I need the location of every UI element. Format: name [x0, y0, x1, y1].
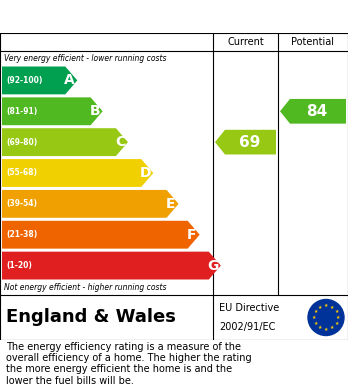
Polygon shape — [2, 190, 179, 218]
Circle shape — [308, 300, 344, 335]
Text: overall efficiency of a home. The higher the rating: overall efficiency of a home. The higher… — [6, 353, 252, 363]
Text: D: D — [140, 166, 151, 180]
Text: C: C — [115, 135, 125, 149]
Polygon shape — [280, 99, 346, 124]
Polygon shape — [2, 66, 77, 94]
Text: (1-20): (1-20) — [6, 261, 32, 270]
Text: Not energy efficient - higher running costs: Not energy efficient - higher running co… — [4, 283, 166, 292]
Text: Potential: Potential — [292, 37, 334, 47]
Text: (55-68): (55-68) — [6, 169, 37, 178]
Text: ★: ★ — [330, 305, 334, 310]
Text: Current: Current — [227, 37, 264, 47]
Polygon shape — [2, 128, 128, 156]
Text: ★: ★ — [336, 315, 340, 320]
Text: Energy Efficiency Rating: Energy Efficiency Rating — [8, 9, 218, 24]
Polygon shape — [2, 221, 200, 249]
Text: ★: ★ — [334, 321, 339, 326]
Text: the more energy efficient the home is and the: the more energy efficient the home is an… — [6, 364, 232, 375]
Text: ★: ★ — [318, 305, 322, 310]
Text: ★: ★ — [314, 321, 318, 326]
Text: 84: 84 — [306, 104, 327, 119]
Text: E: E — [166, 197, 175, 211]
Text: 2002/91/EC: 2002/91/EC — [219, 323, 275, 332]
Text: (81-91): (81-91) — [6, 107, 37, 116]
Text: (21-38): (21-38) — [6, 230, 37, 239]
Text: B: B — [89, 104, 100, 118]
Text: ★: ★ — [330, 325, 334, 330]
Text: ★: ★ — [314, 309, 318, 314]
Text: 69: 69 — [239, 135, 260, 150]
Text: EU Directive: EU Directive — [219, 303, 279, 312]
Polygon shape — [2, 159, 153, 187]
Text: Very energy efficient - lower running costs: Very energy efficient - lower running co… — [4, 54, 166, 63]
Text: England & Wales: England & Wales — [6, 308, 176, 326]
Text: (39-54): (39-54) — [6, 199, 37, 208]
Text: (92-100): (92-100) — [6, 76, 42, 85]
Polygon shape — [2, 252, 221, 280]
Text: lower the fuel bills will be.: lower the fuel bills will be. — [6, 376, 134, 386]
Text: A: A — [64, 74, 75, 88]
Text: ★: ★ — [318, 325, 322, 330]
Text: ★: ★ — [334, 309, 339, 314]
Polygon shape — [215, 130, 276, 154]
Text: (69-80): (69-80) — [6, 138, 37, 147]
Text: ★: ★ — [312, 315, 316, 320]
Text: F: F — [187, 228, 196, 242]
Text: The energy efficiency rating is a measure of the: The energy efficiency rating is a measur… — [6, 342, 241, 352]
Text: ★: ★ — [324, 327, 328, 332]
Text: ★: ★ — [324, 303, 328, 308]
Polygon shape — [2, 97, 103, 125]
Text: G: G — [207, 258, 219, 273]
